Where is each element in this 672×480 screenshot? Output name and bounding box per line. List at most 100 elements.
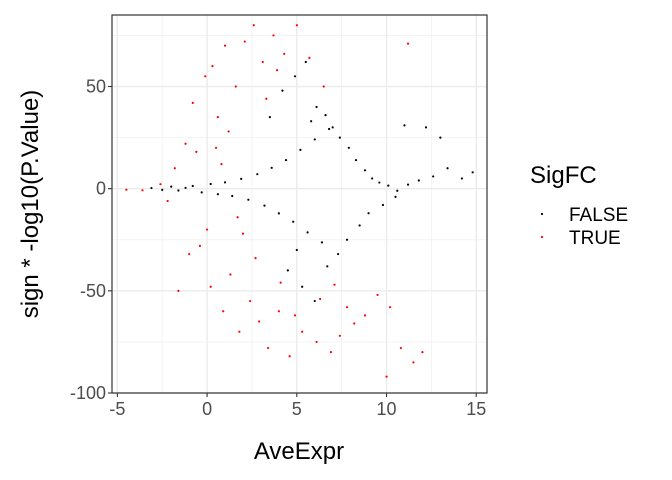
- point-true: [209, 285, 212, 288]
- point-false: [336, 252, 340, 256]
- point-false: [295, 248, 298, 252]
- legend: SigFC FALSE TRUE: [530, 162, 628, 249]
- point-true: [204, 75, 207, 78]
- point-false: [471, 171, 474, 174]
- point-false: [396, 189, 399, 192]
- point-false: [338, 136, 341, 139]
- point-true: [261, 60, 264, 64]
- point-true: [376, 293, 379, 297]
- plot-border: [111, 14, 488, 394]
- point-false: [320, 241, 324, 244]
- point-true: [177, 289, 180, 292]
- point-false: [184, 186, 187, 189]
- point-true: [216, 116, 219, 119]
- point-true: [421, 351, 424, 354]
- point-false: [367, 212, 370, 215]
- legend-title: SigFC: [530, 162, 597, 189]
- x-axis-ticks: -5 0 5 10 15: [109, 393, 486, 419]
- minor-gridlines: [112, 15, 487, 393]
- point-false: [406, 183, 410, 186]
- point-true: [141, 189, 144, 192]
- point-true: [222, 310, 225, 313]
- point-false: [200, 191, 203, 194]
- point-false: [216, 193, 219, 196]
- point-true: [125, 188, 128, 191]
- point-false: [293, 75, 297, 78]
- point-true: [329, 351, 332, 354]
- point-true: [166, 199, 169, 203]
- point-true: [333, 283, 336, 286]
- point-true: [319, 297, 322, 301]
- point-true: [295, 24, 298, 27]
- x-tick-label: 0: [202, 399, 212, 419]
- point-true: [293, 314, 297, 317]
- x-tick-label: 5: [292, 399, 302, 419]
- point-true: [188, 252, 191, 256]
- point-false: [381, 203, 385, 207]
- point-false: [177, 189, 180, 192]
- point-true: [385, 375, 388, 378]
- point-false: [281, 89, 284, 92]
- point-false: [301, 285, 304, 288]
- point-false: [268, 116, 271, 119]
- y-tick-label: 50: [86, 77, 106, 97]
- point-false: [209, 182, 212, 186]
- y-tick-label: 0: [96, 179, 106, 199]
- x-axis-title: AveExpr: [254, 438, 344, 465]
- point-true: [198, 244, 202, 247]
- point-false: [439, 136, 442, 139]
- point-false: [460, 177, 463, 180]
- point-false: [403, 124, 406, 127]
- point-true: [173, 167, 176, 170]
- point-false: [387, 184, 390, 187]
- point-true: [275, 69, 279, 72]
- point-false: [247, 198, 250, 201]
- point-false: [347, 146, 350, 149]
- x-tick-label: -5: [109, 399, 125, 419]
- y-axis-title: sign * -log10(P.Value): [17, 90, 44, 319]
- legend-label-false: FALSE: [569, 205, 628, 226]
- point-false: [150, 186, 153, 190]
- point-true: [258, 320, 261, 323]
- point-true: [236, 216, 239, 219]
- point-true: [195, 150, 198, 153]
- point-true: [227, 130, 230, 133]
- point-true: [308, 56, 311, 60]
- point-false: [328, 127, 331, 131]
- x-tick-label: 15: [466, 399, 486, 419]
- point-true: [345, 306, 349, 309]
- point-false: [191, 184, 194, 188]
- point-true: [389, 306, 392, 309]
- point-true: [214, 146, 218, 149]
- point-false: [313, 299, 316, 303]
- point-true: [399, 346, 402, 350]
- point-false: [345, 238, 349, 241]
- point-true: [159, 183, 162, 186]
- point-false: [326, 265, 329, 268]
- point-false: [284, 158, 288, 162]
- point-true: [338, 334, 341, 337]
- point-false: [358, 224, 361, 227]
- point-true: [265, 97, 268, 100]
- y-tick-label: -50: [80, 281, 106, 301]
- plot-panel: [112, 15, 487, 393]
- point-true: [243, 40, 246, 43]
- point-true: [220, 163, 223, 166]
- point-true: [184, 142, 187, 145]
- point-true: [191, 101, 194, 104]
- point-true: [249, 299, 252, 303]
- point-true: [288, 355, 291, 358]
- legend-key-true: [540, 235, 544, 239]
- point-false: [315, 105, 318, 109]
- point-true: [272, 34, 275, 37]
- point-false: [371, 177, 374, 180]
- point-false: [286, 269, 289, 272]
- legend-label-true: TRUE: [569, 228, 621, 249]
- point-true: [363, 314, 367, 317]
- point-false: [310, 120, 313, 123]
- point-false: [424, 126, 428, 129]
- point-true: [238, 330, 241, 333]
- point-true: [254, 257, 257, 260]
- point-true: [406, 42, 410, 45]
- point-false: [277, 212, 280, 215]
